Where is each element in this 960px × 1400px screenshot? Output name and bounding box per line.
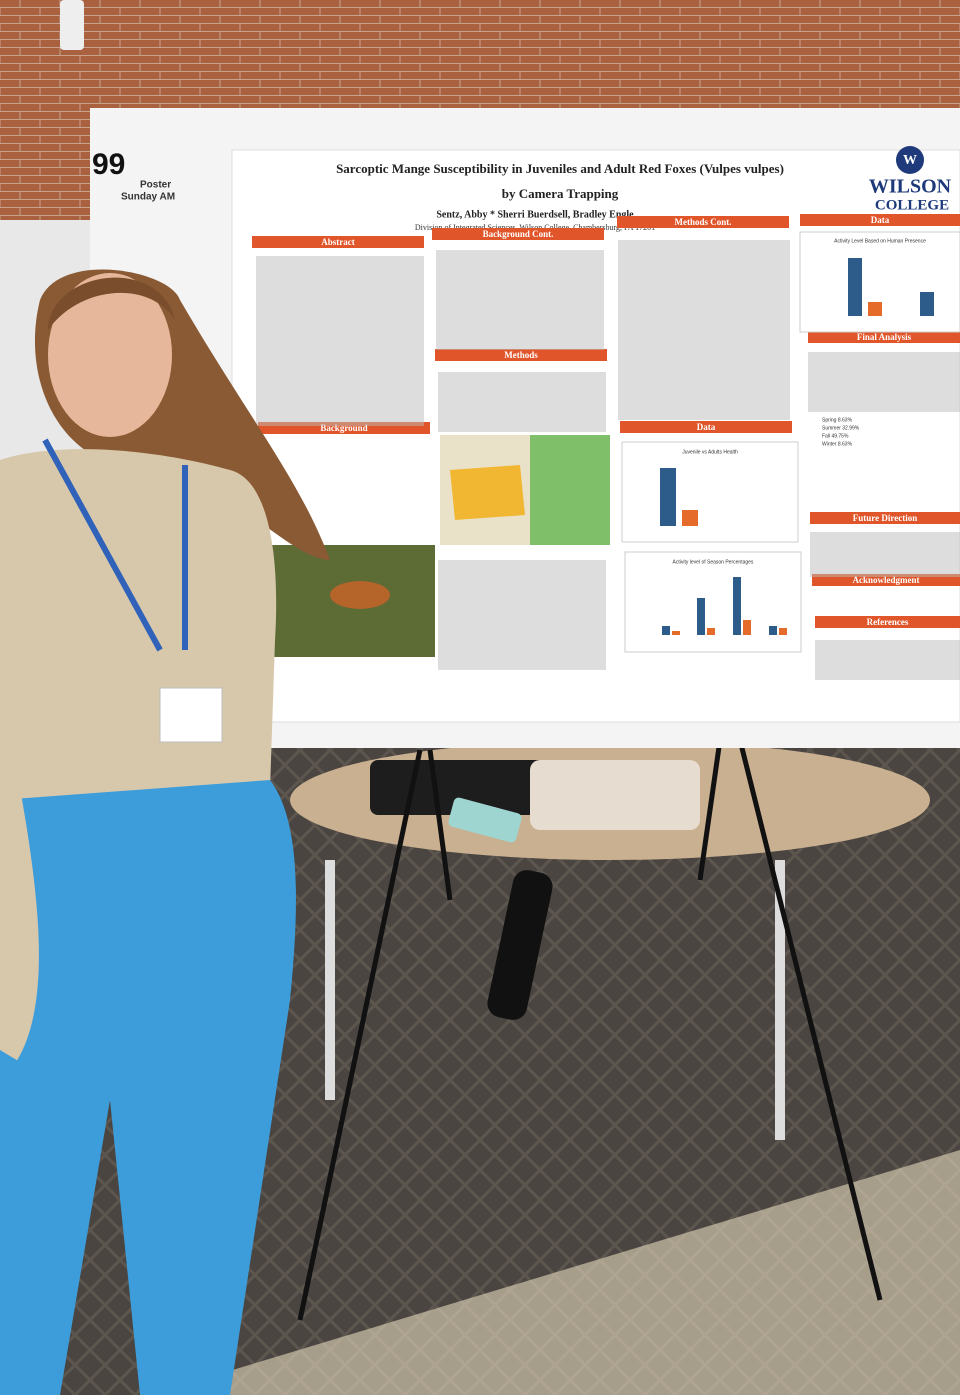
section-header-bar bbox=[435, 349, 607, 361]
section-header: Background bbox=[320, 423, 367, 433]
easel bbox=[297, 739, 883, 1321]
poster-chart-title: Juvenile vs Adults Health bbox=[682, 449, 738, 455]
section-header: Methods Cont. bbox=[674, 217, 731, 227]
poster-chart bbox=[621, 441, 799, 543]
section-header: Acknowledgment bbox=[853, 575, 920, 585]
phone bbox=[448, 797, 522, 843]
poster-title: by Camera Trapping bbox=[502, 186, 619, 201]
sunlight bbox=[150, 1150, 960, 1395]
fox bbox=[330, 581, 390, 609]
poster-title: Sarcoptic Mange Susceptibility in Juveni… bbox=[336, 161, 784, 176]
section-header: Methods bbox=[504, 350, 538, 360]
body-text bbox=[256, 240, 960, 680]
poster-chart-title: Activity Level Based on Human Presence bbox=[834, 238, 926, 244]
logo-text: COLLEGE bbox=[875, 197, 949, 213]
map-county bbox=[450, 465, 525, 520]
section-header-bar bbox=[252, 236, 424, 248]
season-list: Spring 8.63% Summer 32.99% Fall 49.75% Wint… bbox=[822, 417, 860, 447]
poster-bar bbox=[848, 258, 862, 316]
section-header-bar bbox=[620, 421, 792, 433]
section-header: Data bbox=[697, 422, 716, 432]
section-header: Background Cont. bbox=[483, 229, 554, 239]
person bbox=[0, 269, 331, 1395]
logo-letter: W bbox=[903, 153, 917, 168]
season-result: Spring 8.63% bbox=[822, 417, 853, 423]
poster-tube bbox=[487, 870, 553, 1020]
sign-text: Sunday AM bbox=[121, 192, 175, 203]
ceiling-lamp bbox=[60, 0, 84, 50]
section-header: References bbox=[867, 617, 909, 627]
section-header: Data bbox=[871, 215, 890, 225]
section-header-bar bbox=[617, 216, 789, 228]
section-header: Abstract bbox=[321, 237, 355, 247]
section-header-bar bbox=[432, 228, 604, 240]
season-result: Fall 49.75% bbox=[822, 433, 849, 439]
poster-bar bbox=[682, 510, 698, 526]
section-header-bar bbox=[808, 331, 960, 343]
purse bbox=[530, 760, 700, 830]
poster-bar bbox=[920, 292, 934, 316]
section-header-bar bbox=[810, 512, 960, 524]
logo-mark bbox=[896, 146, 924, 174]
poster-chart bbox=[624, 551, 802, 653]
season-result: Winter 8.63% bbox=[822, 441, 853, 447]
section-header-bar bbox=[815, 616, 960, 628]
poster-bars bbox=[662, 577, 787, 635]
sign-number: 99 bbox=[92, 148, 125, 181]
section-header: Final Analysis bbox=[857, 332, 912, 342]
poster-chart-title: Activity level of Season Percentages bbox=[673, 559, 754, 565]
poster-affiliation: Division of Integrated Sciences, Wilson … bbox=[415, 223, 655, 232]
poster-bar bbox=[868, 302, 882, 316]
poster-chart bbox=[799, 231, 960, 333]
poster-authors: Sentz, Abby * Sherri Buerdsell, Bradley … bbox=[436, 209, 634, 220]
logo-text: WILSON bbox=[869, 176, 952, 198]
season-result: Summer 32.99% bbox=[822, 425, 860, 431]
poster-bar bbox=[660, 468, 676, 526]
sign-text: Poster bbox=[140, 180, 171, 191]
section-header-bar bbox=[800, 214, 960, 226]
map bbox=[530, 435, 610, 545]
section-header: Future Direction bbox=[853, 513, 917, 523]
